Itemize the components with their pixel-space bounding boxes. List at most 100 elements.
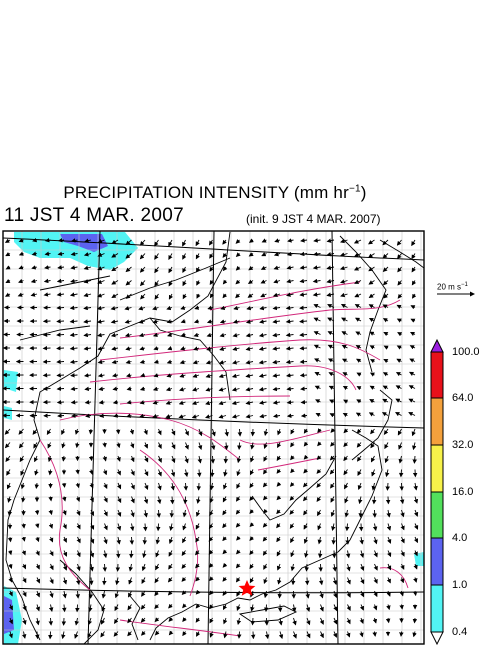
wind-arrow xyxy=(247,279,254,285)
wind-arrow xyxy=(97,293,105,298)
wind-arrow xyxy=(129,428,135,435)
colorbar-segment-32-64 xyxy=(430,397,444,446)
wind-arrow xyxy=(356,455,362,462)
wind-arrow xyxy=(258,386,267,392)
wind-arrow xyxy=(198,428,203,437)
wind-arrow xyxy=(412,455,417,464)
wind-arrow xyxy=(248,252,254,257)
wind-arrow xyxy=(62,536,67,543)
wind-arrow xyxy=(166,319,173,324)
wind-arrow xyxy=(33,442,38,449)
wind-arrow xyxy=(258,373,267,378)
wind-arrow xyxy=(263,469,268,475)
wind-arrow xyxy=(413,577,418,583)
wind-arrow xyxy=(413,563,418,570)
wind-arrow xyxy=(97,359,105,365)
wind-arrow xyxy=(32,237,38,243)
wind-arrow xyxy=(167,577,173,583)
wind-arrow xyxy=(116,523,122,531)
wind-arrow xyxy=(312,265,321,270)
wind-arrow xyxy=(235,549,241,555)
coast-continent xyxy=(5,231,231,641)
wind-arrow xyxy=(89,509,94,517)
wind-arrow xyxy=(276,563,282,571)
wind-arrow xyxy=(100,617,106,625)
wind-arrow xyxy=(169,523,174,531)
wind-arrow xyxy=(209,293,215,299)
wind-arrow xyxy=(166,359,173,364)
wind-arrow xyxy=(236,617,242,625)
wind-arrow xyxy=(8,617,13,625)
wind-arrow xyxy=(413,509,419,517)
wind-arrow xyxy=(232,360,240,365)
wind-arrow xyxy=(299,373,308,378)
wind-arrow xyxy=(57,265,65,270)
wind-arrow xyxy=(261,252,267,257)
wind-arrow xyxy=(356,428,362,434)
wind-arrow xyxy=(286,400,294,405)
wind-arrow xyxy=(210,455,216,464)
wind-arrow xyxy=(306,631,311,639)
wind-arrow xyxy=(154,239,159,247)
wind-arrow xyxy=(139,359,146,364)
wind-arrow xyxy=(43,278,51,284)
wind-arrow xyxy=(343,428,349,434)
wind-arrow xyxy=(102,455,107,462)
wind-arrow xyxy=(289,509,295,515)
wind-arrow xyxy=(34,482,40,489)
wind-arrow xyxy=(140,617,146,623)
wind-arrow xyxy=(411,428,416,437)
wind-arrow xyxy=(112,386,119,391)
wind-arrow xyxy=(22,577,27,584)
colorbar-label-0.4: 0.4 xyxy=(452,626,468,638)
wind-arrow xyxy=(287,238,294,243)
wind-arrow xyxy=(398,455,403,464)
wind-arrow xyxy=(75,442,80,449)
wind-arrow xyxy=(99,413,105,418)
wind-arrow xyxy=(371,482,376,491)
wind-arrow xyxy=(102,469,108,476)
wind-arrow xyxy=(250,617,256,626)
wind-arrow xyxy=(245,400,254,405)
wind-arrow xyxy=(263,563,268,570)
wind-arrow xyxy=(74,631,79,639)
wind-arrow xyxy=(110,306,119,311)
wind-arrow xyxy=(195,509,201,517)
wind-arrow xyxy=(182,536,187,544)
wind-arrow xyxy=(4,238,11,243)
wind-arrow xyxy=(211,428,216,437)
wind-arrow xyxy=(97,266,105,271)
wind-arrow xyxy=(218,400,227,406)
colorbar-top-triangle xyxy=(430,338,444,353)
wind-arrow xyxy=(70,373,78,378)
wind-arrow xyxy=(184,428,189,436)
wind-arrow xyxy=(166,305,173,311)
wind-arrow xyxy=(195,550,200,556)
wind-arrow xyxy=(355,331,362,336)
wind-arrow xyxy=(369,385,375,390)
wind-arrow xyxy=(34,469,39,476)
wind-arrow xyxy=(5,251,11,257)
wind-arrow xyxy=(343,455,348,462)
wind-arrow xyxy=(299,359,308,365)
wind-arrow xyxy=(327,317,335,322)
wind-arrow xyxy=(400,563,405,570)
wind-arrow xyxy=(5,292,11,297)
wind-arrow xyxy=(153,373,159,378)
wind-arrow xyxy=(140,372,146,378)
wind-arrow xyxy=(167,590,173,596)
wind-arrow xyxy=(17,292,24,297)
wind-arrow xyxy=(414,523,419,530)
wind-arrow xyxy=(184,442,189,450)
wind-arrow xyxy=(303,428,309,434)
wind-arrow xyxy=(397,266,402,273)
wind-arrow xyxy=(62,563,68,571)
coast-kyushu xyxy=(129,595,197,641)
wind-arrow xyxy=(236,482,241,489)
wind-arrow xyxy=(313,304,321,309)
wind-arrow xyxy=(369,345,375,350)
wind-arrow xyxy=(276,495,282,501)
wind-arrow xyxy=(141,577,146,584)
precip-patch-west xyxy=(4,370,18,392)
wind-arrow xyxy=(154,590,159,597)
